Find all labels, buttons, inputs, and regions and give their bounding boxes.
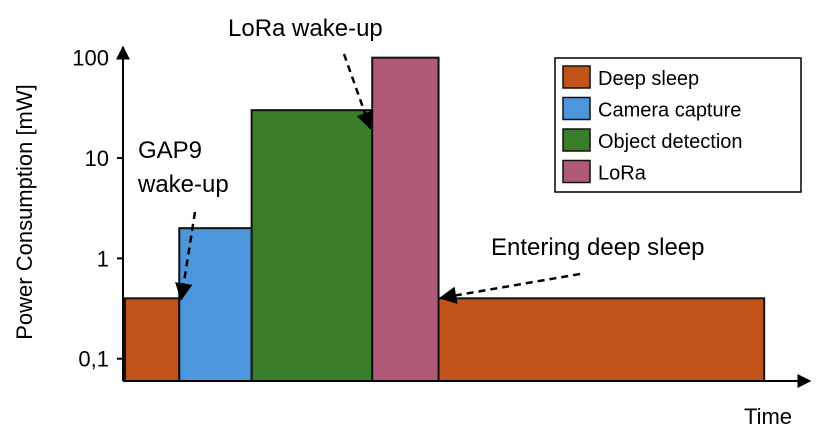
annotation-lora-arrow — [342, 53, 374, 130]
legend-label-object-detection: Object detection — [598, 131, 743, 153]
y-tick-label: 100 — [72, 46, 109, 71]
annotation-deep-sleep-arrow — [438, 272, 581, 304]
legend-swatch-deep-sleep — [562, 65, 591, 89]
axes — [116, 45, 812, 388]
bar-camera-capture-1 — [178, 227, 253, 382]
bar-object-detection-2 — [250, 109, 374, 382]
bar-group — [124, 56, 766, 383]
legend-label-lora: LoRa — [598, 163, 647, 185]
annotation-lora-wakeup: LoRa wake-up — [228, 15, 383, 42]
x-axis-label: Time — [744, 404, 792, 429]
y-tick-label: 1 — [97, 246, 109, 271]
legend-box — [554, 57, 802, 193]
y-tick-label: 10 — [85, 146, 109, 171]
annotation-gap9-arrow — [175, 211, 197, 301]
y-ticks: 0,1 1 10 100 — [72, 46, 123, 372]
legend-swatch-object-detection — [562, 128, 591, 152]
legend-swatch-camera-capture — [562, 96, 591, 121]
bar-deep-sleep-4 — [437, 297, 766, 383]
annotation-entering-deep-sleep: Entering deep sleep — [491, 234, 705, 261]
legend-label-camera-capture: Camera capture — [598, 100, 741, 122]
bar-lora-3 — [371, 56, 440, 382]
annotations: GAP9 wake-up LoRa wake-up Entering deep sle… — [137, 15, 705, 304]
legend-swatch-lora — [562, 159, 591, 184]
legend-label-deep-sleep: Deep sleep — [598, 68, 699, 90]
y-tick-label: 0,1 — [78, 347, 109, 372]
y-axis-label: Power Consumption [mW] — [12, 84, 37, 340]
legend: Deep sleep Camera capture Object detection… — [554, 57, 802, 193]
annotation-gap9-wakeup: GAP9 wake-up — [137, 137, 229, 198]
bar-deep-sleep-0 — [124, 297, 181, 383]
